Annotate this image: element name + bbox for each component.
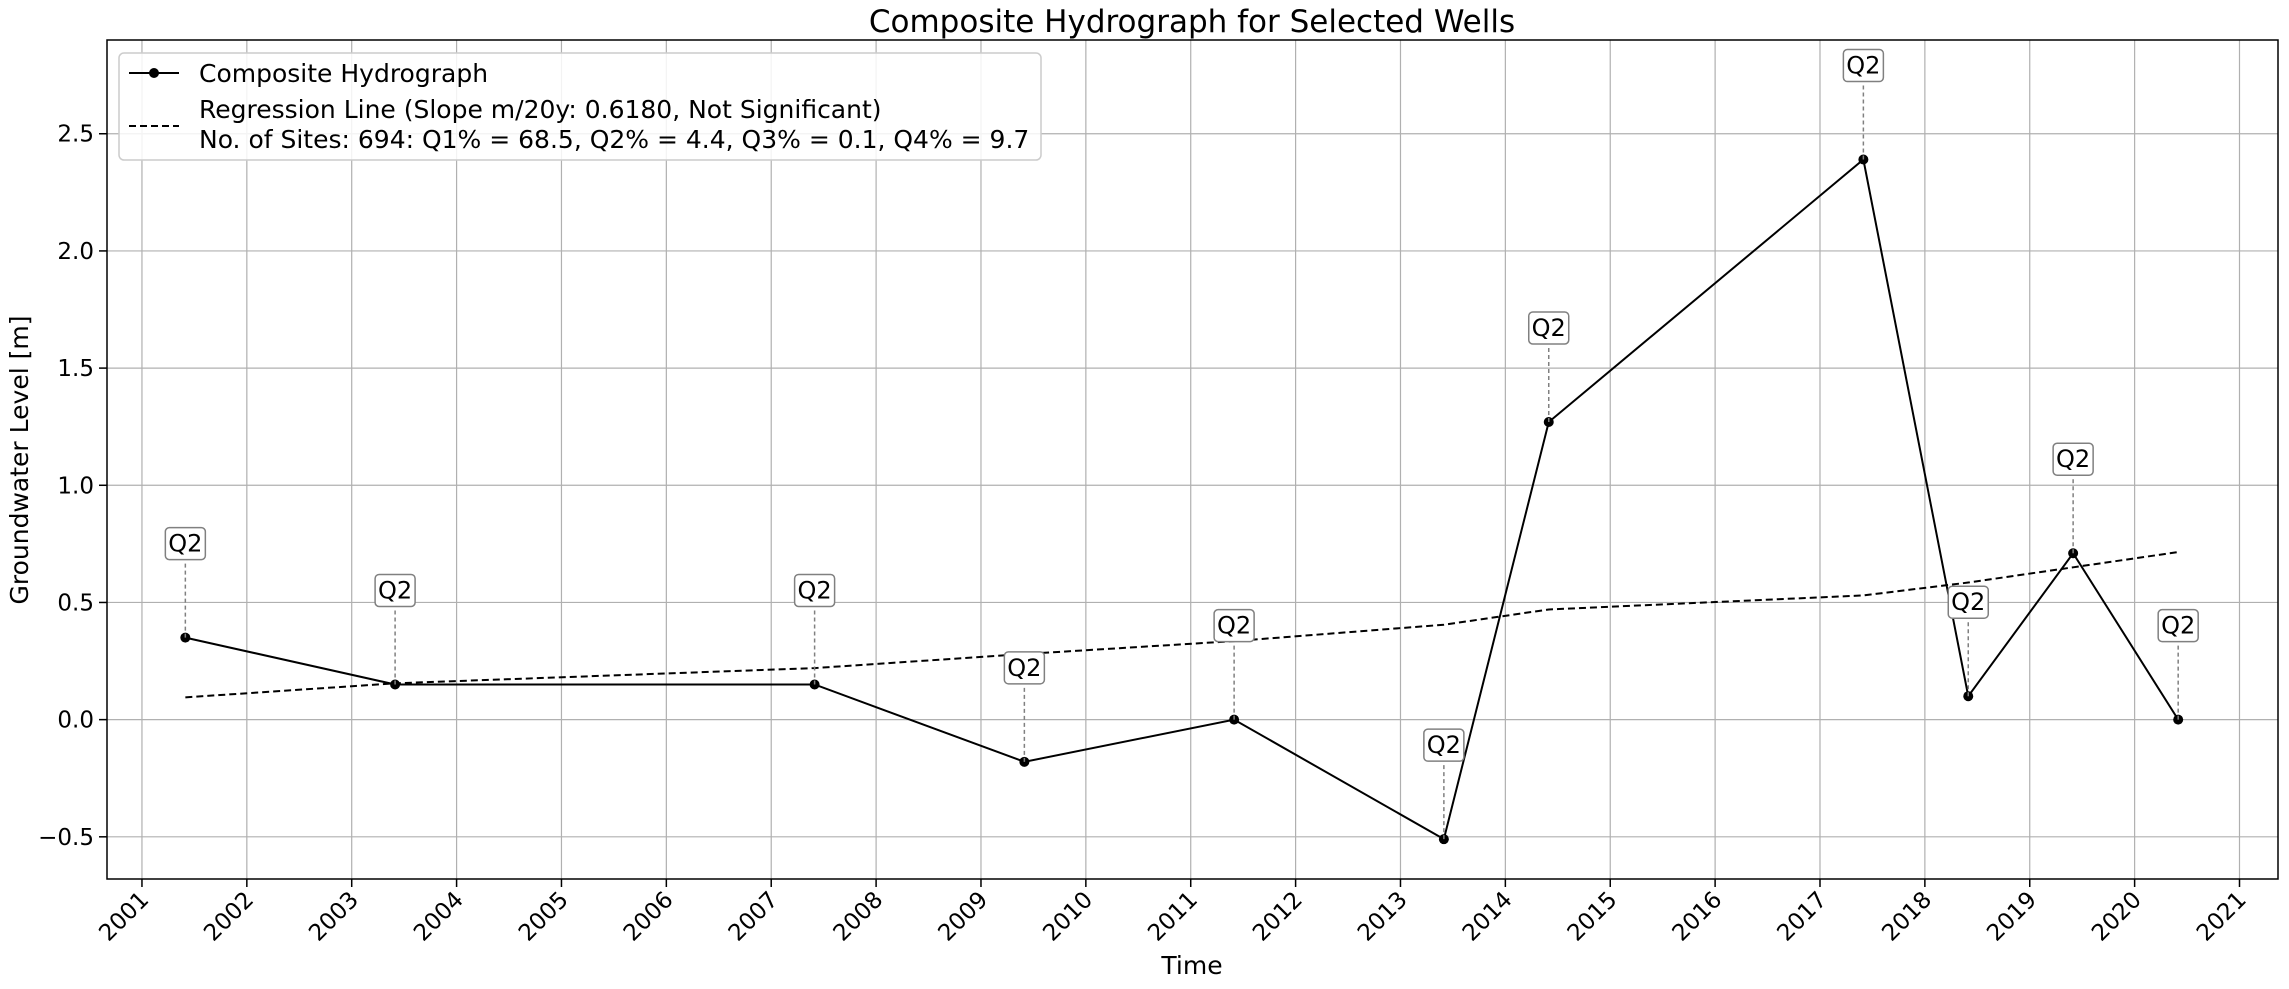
x-tick-label: 2009 bbox=[933, 887, 993, 947]
y-tick-label: −0.5 bbox=[38, 825, 94, 851]
x-tick-label: 2018 bbox=[1877, 887, 1937, 947]
x-tick-label: 2005 bbox=[514, 887, 574, 947]
quartile-annotations: Q2 Q2 Q2 Q2 Q2 Q2 Q2 Q2 Q2 Q2 Q2 bbox=[164, 48, 2199, 840]
quartile-annotation: Q2 bbox=[1423, 728, 1465, 840]
legend-box bbox=[118, 52, 1042, 161]
x-tick-label: 2016 bbox=[1668, 887, 1728, 947]
annotation-box bbox=[2052, 442, 2094, 476]
annotation-box bbox=[374, 573, 416, 608]
x-tick-label: 2004 bbox=[409, 887, 469, 947]
annotation-label: Q2 bbox=[1217, 612, 1251, 640]
quartile-annotation: Q2 bbox=[793, 573, 836, 685]
y-axis-ticks: −0.5 0.0 0.5 1.0 1.5 2.0 2.5 bbox=[38, 122, 107, 851]
annotation-box bbox=[1003, 651, 1046, 685]
chart-title: Composite Hydrograph for Selected Wells bbox=[869, 4, 1515, 40]
y-tick-label: 1.0 bbox=[57, 473, 94, 499]
regression-series bbox=[185, 551, 2179, 699]
x-tick-label: 2014 bbox=[1458, 887, 1518, 947]
annotation-label: Q2 bbox=[1951, 588, 1985, 616]
x-tick-label: 2002 bbox=[199, 887, 259, 947]
x-tick-label: 2008 bbox=[829, 887, 889, 947]
annotation-label: Q2 bbox=[378, 576, 412, 604]
annotation-box bbox=[793, 573, 836, 608]
x-tick-label: 2003 bbox=[304, 887, 364, 947]
quartile-annotation: Q2 bbox=[1842, 48, 1885, 160]
x-axis-label: Time bbox=[1160, 951, 1222, 980]
y-tick-label: 0.5 bbox=[57, 590, 94, 616]
plot-frame bbox=[106, 39, 2279, 880]
legend-hydrograph-marker bbox=[149, 68, 159, 78]
x-tick-label: 2012 bbox=[1248, 887, 1308, 947]
y-axis-label: Groundwater Level [m] bbox=[5, 316, 34, 605]
annotation-label: Q2 bbox=[2161, 612, 2195, 640]
legend: Composite Hydrograph Regression Line (Sl… bbox=[118, 52, 1042, 161]
quartile-annotation: Q2 bbox=[1003, 651, 1046, 762]
legend-hydrograph-label: Composite Hydrograph bbox=[199, 59, 488, 88]
annotation-box bbox=[164, 526, 207, 561]
annotation-box bbox=[1213, 608, 1255, 643]
composite-hydrograph-series bbox=[180, 154, 2184, 845]
quartile-annotation: Q2 bbox=[374, 573, 416, 685]
x-axis-ticks: 2001 2002 2003 2004 2005 2006 2007 2008 2009 2010… bbox=[94, 879, 2252, 947]
regression-line bbox=[185, 551, 2179, 699]
annotation-box bbox=[1527, 311, 1570, 345]
y-tick-label: 2.5 bbox=[57, 122, 94, 148]
quartile-annotation: Q2 bbox=[2052, 442, 2094, 554]
y-tick-label: 2.0 bbox=[57, 239, 94, 265]
x-tick-label: 2013 bbox=[1353, 887, 1413, 947]
grid-lines bbox=[107, 40, 2278, 879]
y-tick-label: 0.0 bbox=[57, 708, 94, 734]
x-tick-label: 2015 bbox=[1563, 887, 1623, 947]
annotation-label: Q2 bbox=[2056, 445, 2090, 473]
x-tick-label: 2007 bbox=[724, 887, 784, 947]
annotation-label: Q2 bbox=[1427, 731, 1461, 759]
x-tick-label: 2006 bbox=[619, 887, 679, 947]
quartile-annotation: Q2 bbox=[164, 526, 207, 638]
annotation-box bbox=[1842, 48, 1885, 83]
annotation-box bbox=[1423, 728, 1465, 762]
legend-sites-summary: No. of Sites: 694: Q1% = 68.5, Q2% = 4.4… bbox=[199, 125, 1029, 154]
y-tick-label: 1.5 bbox=[57, 356, 94, 382]
composite-hydrograph-line bbox=[185, 157, 2180, 841]
annotation-box bbox=[2157, 608, 2199, 643]
annotation-label: Q2 bbox=[798, 576, 832, 604]
quartile-annotation: Q2 bbox=[1947, 585, 1990, 697]
quartile-annotation: Q2 bbox=[1213, 608, 1255, 720]
annotation-label: Q2 bbox=[1007, 654, 1041, 682]
x-tick-label: 2001 bbox=[94, 887, 154, 947]
annotation-label: Q2 bbox=[1846, 52, 1880, 80]
legend-regression-label: Regression Line (Slope m/20y: 0.6180, No… bbox=[199, 95, 882, 124]
quartile-annotation: Q2 bbox=[1527, 311, 1570, 423]
x-tick-label: 2010 bbox=[1038, 887, 1098, 947]
x-tick-label: 2021 bbox=[2192, 887, 2252, 947]
annotation-box bbox=[1947, 585, 1990, 619]
annotation-label: Q2 bbox=[1532, 314, 1566, 342]
x-tick-label: 2011 bbox=[1143, 887, 1203, 947]
x-tick-label: 2020 bbox=[2087, 887, 2147, 947]
x-tick-label: 2019 bbox=[1982, 887, 2042, 947]
annotation-label: Q2 bbox=[168, 530, 202, 558]
quartile-annotation: Q2 bbox=[2157, 608, 2199, 720]
x-tick-label: 2017 bbox=[1772, 887, 1832, 947]
